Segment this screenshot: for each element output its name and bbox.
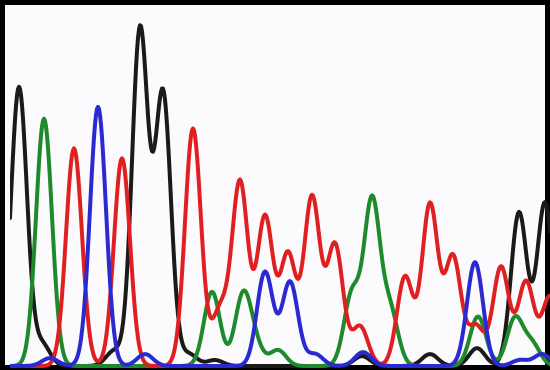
trace-line-3 xyxy=(10,126,550,368)
chromatogram-chart xyxy=(10,23,550,368)
trace-line-4 xyxy=(10,104,550,368)
trace-line-2 xyxy=(10,116,550,368)
